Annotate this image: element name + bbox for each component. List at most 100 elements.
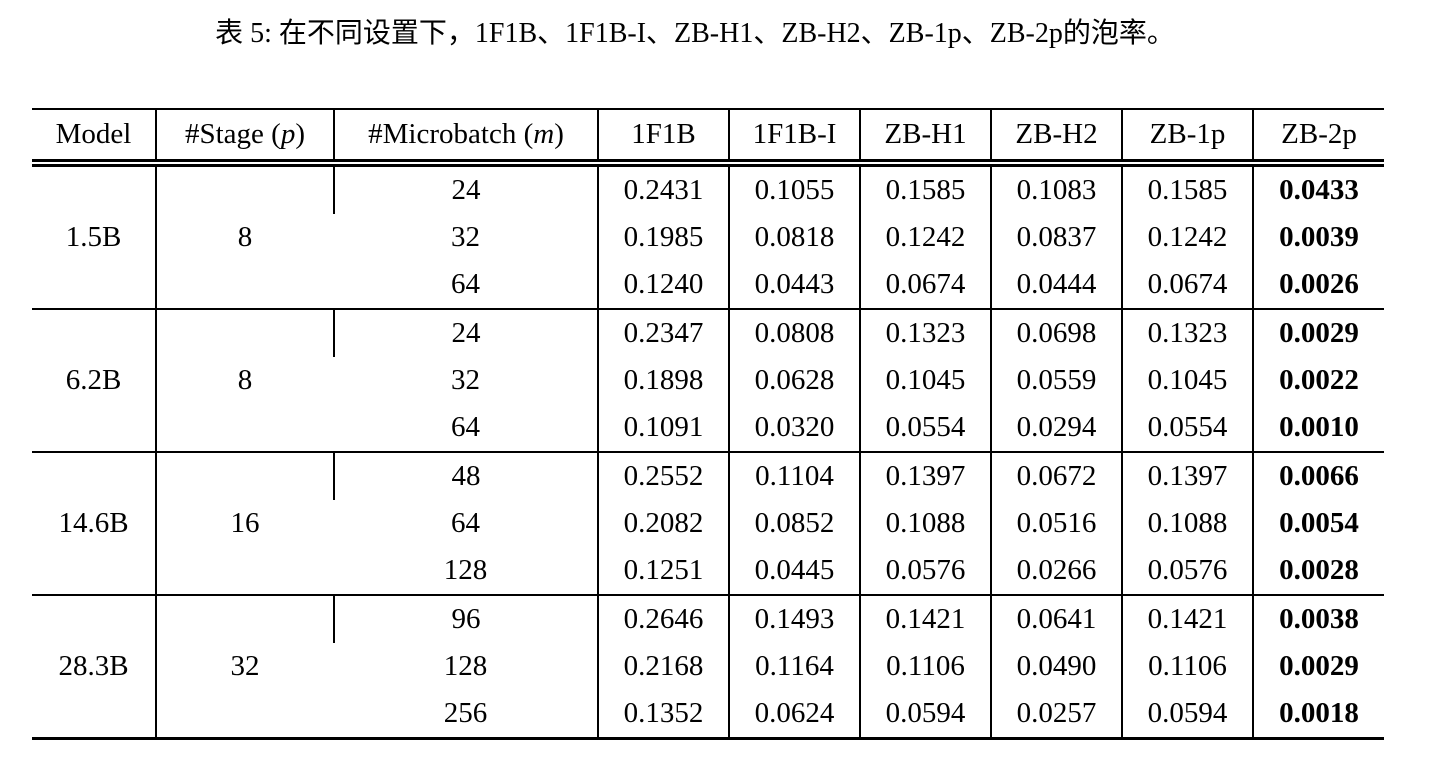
value-cell: 0.0444 [990, 261, 1122, 310]
stage-cell: 8 [155, 163, 334, 310]
value-cell: 0.0594 [1121, 690, 1253, 739]
group-6-2b: 6.2B 8 24 0.2347 0.0808 0.1323 0.0698 0.… [32, 309, 1384, 453]
stage-cell: 32 [155, 595, 334, 739]
model-cell: 6.2B [65, 364, 122, 397]
value-cell-best: 0.0054 [1252, 500, 1384, 548]
value-cell: 0.0554 [1121, 404, 1253, 453]
col-header-model: Model [32, 109, 156, 168]
value-cell: 0.1585 [1121, 163, 1253, 215]
microbatch-prefix: #Microbatch ( [368, 118, 534, 151]
value-cell: 0.0266 [990, 547, 1122, 596]
value-cell: 0.1055 [728, 163, 860, 215]
value-cell: 0.0852 [728, 500, 860, 548]
value-cell: 0.1242 [1121, 214, 1253, 262]
group-1-5b: 1.5B 8 24 0.2431 0.1055 0.1585 0.1083 0.… [32, 163, 1384, 310]
microbatch-cell: 96 [333, 595, 598, 644]
value-cell: 0.1106 [1121, 643, 1253, 691]
microbatch-cell: 48 [333, 452, 598, 501]
value-cell: 0.1352 [597, 690, 729, 739]
value-cell: 0.0576 [1121, 547, 1253, 596]
value-cell: 0.1421 [859, 595, 991, 644]
value-cell-best: 0.0022 [1252, 357, 1384, 405]
value-cell-best: 0.0038 [1252, 595, 1384, 644]
stage-prefix: #Stage ( [184, 118, 281, 151]
value-cell: 0.1240 [597, 261, 729, 310]
value-cell: 0.1493 [728, 595, 860, 644]
stage-cell: 8 [155, 309, 334, 453]
table-row: 256 0.1352 0.0624 0.0594 0.0257 0.0594 0… [32, 690, 1384, 739]
col-header-1f1b-i: 1F1B-I [728, 109, 860, 168]
value-cell-best: 0.0433 [1252, 163, 1384, 215]
value-cell: 0.1585 [859, 163, 991, 215]
stage-suffix: ) [295, 118, 305, 151]
value-cell: 0.0559 [990, 357, 1122, 405]
value-cell: 0.0594 [859, 690, 991, 739]
value-cell: 0.1106 [859, 643, 991, 691]
table-row: 1.5B 8 24 0.2431 0.1055 0.1585 0.1083 0.… [32, 163, 1384, 310]
value-cell-best: 0.0066 [1252, 452, 1384, 501]
value-cell: 0.2646 [597, 595, 729, 644]
value-cell: 0.1898 [597, 357, 729, 405]
value-cell: 0.0624 [728, 690, 860, 739]
value-cell: 0.0808 [728, 309, 860, 358]
value-cell: 0.0698 [990, 309, 1122, 358]
value-cell: 0.2347 [597, 309, 729, 358]
table-row: 28.3B 32 96 0.2646 0.1493 0.1421 0.0641 … [32, 595, 1384, 739]
microbatch-cell: 64 [451, 411, 480, 444]
value-cell: 0.1323 [859, 309, 991, 358]
table-row: 64 0.1091 0.0320 0.0554 0.0294 0.0554 0.… [32, 404, 1384, 453]
microbatch-cell: 64 [451, 507, 480, 540]
value-cell: 0.1323 [1121, 309, 1253, 358]
microbatch-cell: 24 [333, 309, 598, 358]
microbatch-cell: 256 [443, 697, 488, 730]
value-cell-best: 0.0010 [1252, 404, 1384, 453]
value-cell: 0.0576 [859, 547, 991, 596]
value-cell: 0.0672 [990, 452, 1122, 501]
value-cell: 0.1164 [728, 643, 860, 691]
table-row: 128 0.1251 0.0445 0.0576 0.0266 0.0576 0… [32, 547, 1384, 596]
value-cell: 0.1397 [1121, 452, 1253, 501]
value-cell: 0.1104 [728, 452, 860, 501]
value-cell: 0.0554 [859, 404, 991, 453]
microbatch-cell: 32 [451, 364, 480, 397]
value-cell: 0.1088 [1121, 500, 1253, 548]
value-cell: 0.2082 [597, 500, 729, 548]
col-header-zb-h2: ZB-H2 [990, 109, 1122, 168]
col-header-1f1b: 1F1B [597, 109, 729, 168]
microbatch-cell: 64 [451, 268, 480, 301]
col-header-microbatch: #Microbatch (m) [333, 109, 598, 168]
value-cell: 0.0443 [728, 261, 860, 310]
bubble-rate-table: Model #Stage (p) #Microbatch (m) 1F1B 1F… [32, 108, 1384, 741]
col-header-stage: #Stage (p) [155, 109, 334, 168]
table-row: 128 0.2168 0.1164 0.1106 0.0490 0.1106 0… [32, 643, 1384, 691]
value-cell: 0.0674 [1121, 261, 1253, 310]
table-row: 32 0.1985 0.0818 0.1242 0.0837 0.1242 0.… [32, 214, 1384, 262]
value-cell: 0.0490 [990, 643, 1122, 691]
value-cell: 0.0818 [728, 214, 860, 262]
value-cell: 0.0294 [990, 404, 1122, 453]
group-28-3b: 28.3B 32 96 0.2646 0.1493 0.1421 0.0641 … [32, 595, 1384, 739]
value-cell-best: 0.0039 [1252, 214, 1384, 262]
group-14-6b: 14.6B 16 48 0.2552 0.1104 0.1397 0.0672 … [32, 452, 1384, 596]
value-cell: 0.0837 [990, 214, 1122, 262]
table-row: 64 0.2082 0.0852 0.1088 0.0516 0.1088 0.… [32, 500, 1384, 548]
stage-cell: 16 [155, 452, 334, 596]
value-cell: 0.0257 [990, 690, 1122, 739]
value-cell: 0.2431 [597, 163, 729, 215]
col-header-zb-1p: ZB-1p [1121, 109, 1253, 168]
value-cell: 0.0445 [728, 547, 860, 596]
value-cell: 0.2552 [597, 452, 729, 501]
value-cell: 0.1421 [1121, 595, 1253, 644]
model-cell: 28.3B [58, 650, 129, 683]
table-row: 64 0.1240 0.0443 0.0674 0.0444 0.0674 0.… [32, 261, 1384, 310]
table-row: 14.6B 16 48 0.2552 0.1104 0.1397 0.0672 … [32, 452, 1384, 596]
microbatch-cell: 32 [451, 221, 480, 254]
stage-var: p [280, 118, 296, 151]
value-cell: 0.1242 [859, 214, 991, 262]
value-cell-best: 0.0028 [1252, 547, 1384, 596]
table-row: 6.2B 8 24 0.2347 0.0808 0.1323 0.0698 0.… [32, 309, 1384, 453]
microbatch-cell: 128 [443, 554, 488, 587]
value-cell: 0.0320 [728, 404, 860, 453]
value-cell: 0.0641 [990, 595, 1122, 644]
value-cell: 0.1985 [597, 214, 729, 262]
